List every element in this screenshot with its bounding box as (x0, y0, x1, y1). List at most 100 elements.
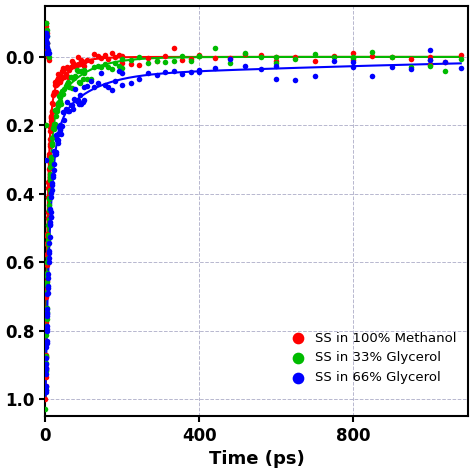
Point (49, 173, 56, 181)
Point (47, 193, 55, 201)
Point (161, 68, 169, 76)
Point (42, 354, 50, 361)
Point (195, 52, 203, 60)
Point (311, 72, 319, 80)
Point (57, 78, 64, 85)
Point (54, 78, 62, 86)
Point (55, 130, 62, 138)
Point (144, 59, 152, 67)
Point (73, 66, 81, 74)
Point (46, 205, 54, 212)
Point (55, 123, 63, 130)
Point (44, 240, 52, 248)
Point (49, 124, 57, 132)
Point (61, 116, 68, 124)
Point (42, 365, 50, 373)
Point (457, 55, 465, 63)
Point (368, 52, 376, 60)
Point (91, 63, 98, 71)
Point (46, 152, 53, 159)
Point (80, 83, 88, 91)
Point (368, 73, 376, 80)
Point (273, 53, 280, 61)
Point (69, 74, 77, 82)
Point (57, 100, 64, 108)
Point (273, 75, 280, 82)
Point (47, 189, 55, 197)
Point (50, 161, 58, 168)
Point (54, 106, 61, 113)
Point (80, 70, 88, 77)
Point (44, 278, 51, 286)
Point (79, 98, 86, 106)
Point (98, 70, 105, 77)
Point (42, 366, 50, 374)
Point (47, 209, 55, 216)
Point (55, 129, 63, 137)
Point (42, 364, 50, 372)
Point (98, 55, 105, 62)
Point (57, 97, 64, 105)
Point (44, 272, 51, 280)
Point (42, 337, 50, 345)
Point (44, 291, 51, 298)
Point (87, 75, 95, 83)
Point (42, 386, 49, 394)
Point (46, 150, 53, 158)
Point (80, 96, 88, 104)
Point (292, 53, 299, 61)
Point (57, 130, 64, 138)
Point (42, 360, 50, 367)
Point (43, 328, 51, 335)
Point (195, 52, 203, 59)
Point (118, 81, 126, 89)
Point (51, 91, 58, 98)
Point (78, 56, 85, 64)
Point (43, 39, 51, 47)
Point (292, 55, 299, 63)
Point (45, 231, 52, 238)
Point (46, 187, 54, 194)
Point (47, 114, 55, 122)
Point (56, 125, 64, 132)
Point (43, 277, 50, 284)
Point (170, 67, 177, 74)
Point (43, 322, 50, 329)
Point (56, 76, 64, 84)
Point (94, 80, 102, 87)
Point (62, 70, 70, 78)
Point (136, 62, 143, 69)
Point (44, 215, 51, 222)
Point (118, 69, 126, 77)
Point (42, 353, 50, 361)
Point (42, 405, 49, 413)
Point (52, 106, 59, 114)
Point (74, 67, 82, 75)
Point (178, 53, 186, 60)
Point (43, 33, 50, 40)
Point (44, 230, 51, 238)
Point (45, 258, 53, 266)
Point (211, 54, 219, 62)
Point (69, 59, 77, 66)
Point (388, 53, 395, 61)
Point (407, 63, 415, 71)
Point (69, 106, 77, 113)
Point (45, 254, 53, 262)
Point (98, 63, 105, 70)
Point (47, 112, 55, 119)
Point (136, 75, 143, 83)
Point (67, 101, 74, 109)
Point (195, 68, 203, 75)
Point (53, 107, 60, 114)
Point (47, 113, 55, 120)
Point (46, 195, 53, 203)
Point (49, 91, 56, 99)
Point (43, 251, 51, 258)
Point (42, 352, 50, 360)
Point (51, 78, 59, 85)
Point (42, 389, 49, 396)
Point (43, 337, 50, 345)
Point (52, 107, 60, 114)
Point (108, 86, 116, 94)
